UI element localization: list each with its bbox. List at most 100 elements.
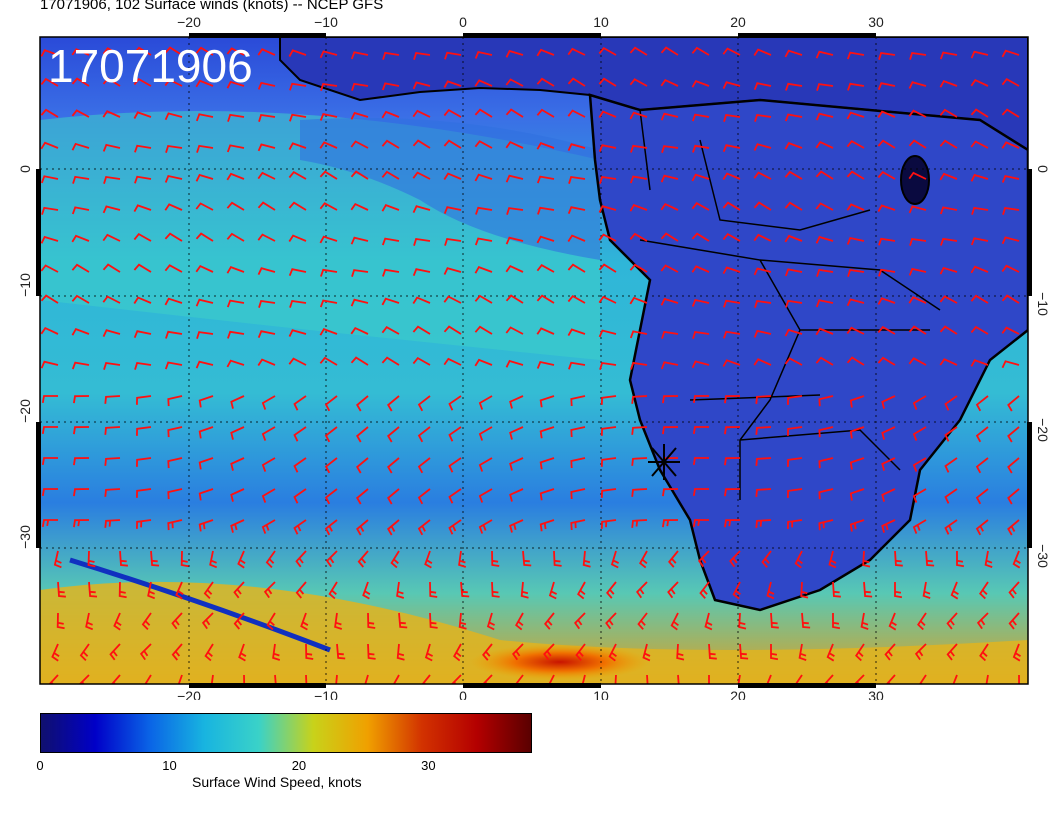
wind-barb: [668, 550, 679, 568]
wind-barb: [367, 612, 376, 629]
wind-barb: [800, 581, 809, 599]
date-stamp: 17071906: [48, 40, 253, 92]
wind-barb: [574, 612, 586, 630]
wind-barb: [944, 395, 958, 411]
wind-barb: [944, 426, 958, 442]
wind-barb: [505, 174, 524, 183]
wind-barb: [41, 206, 59, 215]
wind-barb: [412, 296, 431, 304]
wind-barb: [381, 110, 400, 119]
wind-barb: [78, 674, 90, 684]
wind-barb: [878, 237, 896, 246]
wind-barb: [73, 395, 90, 404]
wind-barb: [894, 550, 903, 567]
wind-barb: [233, 612, 245, 630]
wind-barb: [350, 51, 369, 60]
wind-barb: [912, 519, 927, 534]
wind-barb: [505, 359, 524, 368]
wind-barb: [113, 612, 122, 631]
front-line: [69, 557, 331, 653]
lon-tick: 30: [868, 688, 884, 700]
wind-barb: [970, 237, 989, 246]
wind-barb: [40, 77, 59, 87]
lon-tick: −10: [314, 688, 338, 700]
wind-barb: [660, 361, 679, 370]
wind-barb: [853, 674, 865, 684]
wind-barb: [939, 325, 958, 335]
wind-barb: [261, 488, 276, 503]
wind-barb: [417, 488, 431, 505]
wind-barb: [491, 581, 500, 598]
wind-barb: [103, 362, 121, 370]
wind-barb: [257, 81, 276, 90]
wind-barb: [73, 426, 90, 435]
wind-barb: [944, 519, 958, 535]
wind-barb: [849, 488, 865, 501]
lon-tick: 0: [459, 14, 467, 30]
wind-barb: [72, 175, 90, 184]
wind-barb: [328, 581, 338, 600]
wind-barb: [753, 82, 772, 91]
wind-barb: [350, 111, 369, 120]
wind-barb: [832, 613, 841, 630]
wind-barb: [257, 330, 276, 339]
wind-barb: [198, 488, 214, 501]
wind-barb: [40, 235, 59, 244]
wind-barb: [40, 294, 59, 304]
wind-barb: [729, 550, 741, 568]
wind-barb: [737, 674, 741, 684]
colorbar: [40, 713, 532, 753]
top-lon-labels: −20 −10 0 10 20 30: [177, 14, 884, 30]
wind-barb: [175, 581, 184, 600]
wind-barb: [985, 674, 989, 684]
wind-barb: [912, 426, 927, 441]
wind-barb: [412, 325, 431, 335]
wind-barb: [141, 612, 152, 631]
wind-barb: [381, 237, 400, 246]
wind-barb: [293, 426, 307, 442]
wind-barb: [177, 674, 183, 684]
wind-barb: [41, 519, 58, 528]
wind-barb: [319, 112, 338, 121]
colorbar-tick: 10: [162, 758, 177, 773]
wind-barb: [536, 48, 555, 57]
wind-map: 17071906 −20 −10 0 10 20 30 −20 −10 0 10…: [17, 14, 1051, 700]
wind-barb: [356, 488, 369, 505]
wind-barb: [505, 236, 524, 245]
wind-barb: [881, 488, 896, 502]
wind-barb: [846, 236, 865, 245]
wind-barb: [553, 550, 562, 567]
wind-barb: [474, 294, 493, 304]
wind-barb: [877, 139, 896, 149]
lat-tick: −10: [1035, 292, 1051, 316]
wind-barb: [381, 356, 400, 366]
wind-barb: [263, 581, 276, 599]
wind-barb: [102, 263, 121, 273]
wind-barb: [387, 457, 400, 474]
wind-barb: [1001, 294, 1020, 304]
wind-barb: [167, 488, 183, 500]
wind-barb: [970, 325, 989, 335]
wind-barb: [570, 519, 586, 531]
wind-barb: [196, 144, 214, 153]
wind-barb: [448, 488, 462, 504]
wind-barb: [1001, 264, 1020, 273]
wind-barb: [536, 264, 555, 273]
wind-barb: [536, 327, 555, 335]
wind-barb: [722, 172, 741, 180]
wind-barb: [164, 203, 183, 211]
wind-barb: [815, 170, 834, 180]
wind-barb: [828, 550, 837, 569]
lat-tick: −20: [1035, 418, 1051, 442]
wind-barb: [536, 175, 555, 184]
wind-barb: [237, 550, 246, 569]
wind-barb: [691, 173, 710, 182]
wind-barb: [88, 581, 98, 598]
wind-barb: [975, 426, 989, 443]
wind-barb: [1007, 488, 1020, 505]
wind-barb: [448, 426, 462, 442]
lon-tick: 10: [593, 14, 609, 30]
wind-barb: [261, 426, 276, 441]
wind-barb: [356, 457, 369, 474]
wind-barb: [539, 426, 555, 439]
